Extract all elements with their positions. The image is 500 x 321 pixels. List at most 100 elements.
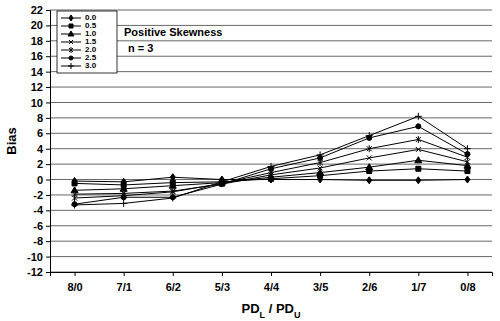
y-tick-mark: [46, 257, 50, 258]
y-tick-mark: [46, 180, 50, 181]
y-axis-line: [46, 11, 51, 273]
grid-line: [50, 148, 492, 149]
y-tick-label: -12: [27, 266, 43, 278]
x-tick-label: 6/2: [166, 281, 181, 293]
y-tick-label: -2: [33, 189, 43, 201]
y-tick: -2: [33, 189, 50, 201]
series-marker: [366, 132, 373, 139]
y-tick-mark: [46, 72, 50, 73]
grid-line: [50, 102, 492, 103]
grid-line: [50, 87, 492, 88]
y-tick-label: 22: [31, 4, 43, 16]
y-tick: 14: [31, 66, 50, 78]
x-tick: 3/5: [313, 272, 328, 293]
series-line: [75, 160, 468, 190]
y-tick: 8: [37, 112, 50, 124]
legend-marker: [68, 63, 74, 69]
x-axis: 8/0 7/1 6/2 5/3 4/4 3/5 2/6 1/7 0/8: [51, 272, 493, 293]
legend-marker: [68, 31, 74, 36]
y-tick-mark: [46, 25, 50, 26]
chart-container: -12-10-8-6-4-202468101214161820228/07/16…: [0, 0, 500, 321]
series-marker: [416, 124, 421, 129]
x-tick: 2/6: [362, 272, 377, 293]
legend-marker: [69, 15, 73, 21]
y-axis: -12-10-8-6-4-20246810121416182022: [27, 4, 50, 278]
y-tick-label: 6: [37, 127, 43, 139]
grid-line: [50, 10, 492, 11]
y-tick: 18: [31, 35, 50, 47]
y-tick-label: 18: [31, 35, 43, 47]
series-marker: [464, 162, 471, 168]
series-marker: [218, 178, 225, 185]
x-tick: 8/0: [67, 272, 82, 293]
legend-box: [57, 11, 117, 73]
annotation: Positive Skewness: [124, 26, 222, 38]
series-marker: [268, 163, 275, 170]
series-marker: [416, 147, 421, 152]
y-tick-label: 0: [37, 174, 43, 186]
y-tick-mark: [46, 226, 50, 227]
plot-area: [71, 113, 471, 209]
y-tick: 22: [31, 4, 50, 16]
series-marker: [318, 165, 323, 170]
x-tick: 6/2: [166, 272, 181, 293]
y-tick-mark: [46, 87, 50, 88]
series-marker: [121, 195, 126, 200]
y-tick-mark: [46, 10, 50, 11]
legend-label: 3.0: [85, 61, 97, 70]
series-line: [75, 149, 468, 194]
series-marker: [367, 145, 372, 152]
series-marker: [169, 195, 176, 202]
y-tick: -10: [27, 251, 50, 263]
x-tick-mark: [320, 272, 321, 276]
legend-marker: [69, 40, 73, 44]
y-tick-mark: [46, 118, 50, 119]
series-marker: [120, 185, 127, 191]
x-tick-label: 4/4: [264, 281, 280, 293]
series-line: [75, 126, 468, 204]
y-tick-mark: [46, 210, 50, 211]
y-tick: 2: [37, 158, 50, 170]
series-marker: [465, 152, 470, 157]
grid-line: [50, 210, 492, 211]
y-tick: 16: [31, 50, 50, 62]
x-tick-label: 3/5: [313, 281, 328, 293]
legend-marker: [69, 56, 73, 60]
series-marker: [72, 181, 77, 186]
annotation: n = 3: [128, 42, 153, 54]
y-tick-label: 14: [31, 66, 44, 78]
y-tick-label: -6: [33, 220, 43, 232]
series-marker: [367, 155, 372, 160]
grid-line: [50, 241, 492, 242]
x-tick: 0/8: [460, 272, 475, 293]
x-tick: 5/3: [215, 272, 230, 293]
series-marker: [416, 166, 421, 171]
y-tick: 20: [31, 19, 50, 31]
grid-line: [50, 194, 492, 195]
grid-line: [50, 133, 492, 134]
x-tick-mark: [222, 272, 223, 276]
legend-marker: [69, 24, 73, 28]
y-tick: 6: [37, 127, 50, 139]
y-tick-mark: [46, 149, 50, 150]
y-tick: 10: [31, 96, 50, 108]
legend-marker: [69, 47, 73, 53]
x-tick-mark: [369, 272, 370, 276]
x-tick: 7/1: [117, 272, 132, 293]
series-marker: [465, 169, 470, 174]
series-marker: [169, 182, 176, 188]
y-tick-mark: [46, 241, 50, 242]
y-tick-label: 2: [37, 158, 43, 170]
series-marker: [317, 151, 324, 158]
series-marker: [416, 177, 421, 184]
series-marker: [465, 176, 470, 183]
x-tick-label: 5/3: [215, 281, 230, 293]
series-marker: [415, 113, 422, 120]
x-tick-label: 8/0: [67, 281, 82, 293]
x-tick-label: 1/7: [411, 281, 426, 293]
x-tick: 1/7: [411, 272, 426, 293]
x-tick-mark: [173, 272, 174, 276]
x-tick-label: 2/6: [362, 281, 377, 293]
x-tick-label: 0/8: [460, 281, 475, 293]
series-marker: [367, 177, 372, 184]
